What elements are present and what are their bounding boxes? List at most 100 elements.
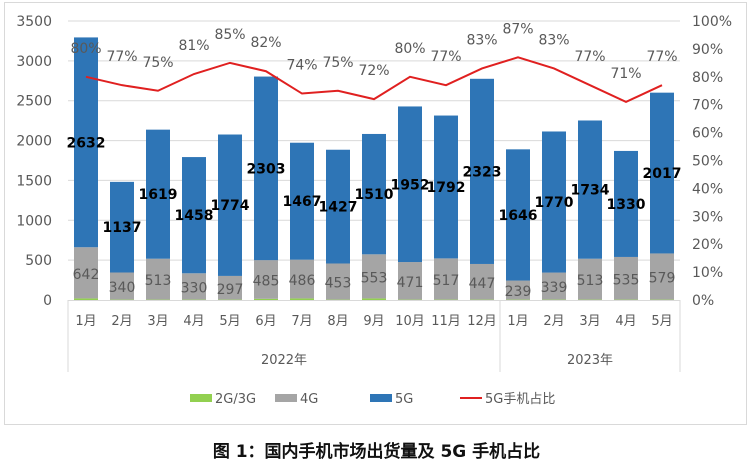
y2-tick-label: 40% <box>692 181 723 197</box>
bar-5g <box>74 37 98 248</box>
label-5g-share: 83% <box>538 32 569 48</box>
bar-4g <box>254 260 278 299</box>
x-tick-label: 6月 <box>255 314 276 329</box>
label-4g: 535 <box>613 272 640 288</box>
y2-tick-label: 70% <box>692 98 723 114</box>
label-4g: 513 <box>145 273 172 289</box>
label-4g: 239 <box>505 284 532 300</box>
bar-4g <box>650 253 674 300</box>
label-4g: 517 <box>433 273 460 289</box>
line-5g-share <box>85 56 663 104</box>
x-tick-label: 4月 <box>183 314 204 329</box>
x-tick-label: 1月 <box>507 314 528 329</box>
label-5g-share: 75% <box>142 55 173 71</box>
bar-4g <box>74 247 98 299</box>
bar-5g <box>398 106 422 263</box>
label-5g: 1510 <box>355 187 394 203</box>
bar-5g <box>614 150 638 257</box>
label-4g: 642 <box>73 267 100 283</box>
legend-swatch <box>275 394 297 402</box>
label-5g-share: 80% <box>70 41 101 57</box>
chart-frame <box>4 2 747 425</box>
label-4g: 339 <box>541 280 568 296</box>
label-4g: 330 <box>181 280 208 296</box>
bar-4g <box>146 258 170 300</box>
bar-2g3g <box>74 298 98 300</box>
y-tick-label: 500 <box>25 253 52 269</box>
x-tick-label: 5月 <box>651 314 672 329</box>
label-5g: 1467 <box>283 194 322 210</box>
y-tick-label: 1500 <box>16 173 52 189</box>
bar-5g <box>578 120 602 259</box>
label-4g: 447 <box>469 276 496 292</box>
bar-5g <box>470 78 494 264</box>
legend-label: 5G手机占比 <box>485 392 555 407</box>
y-tick-label: 2500 <box>16 94 52 110</box>
bar-5g <box>650 92 674 254</box>
label-5g-share: 87% <box>502 21 533 37</box>
y2-tick-label: 90% <box>692 42 723 58</box>
label-4g: 340 <box>109 280 136 296</box>
label-5g-share: 77% <box>106 49 137 65</box>
label-5g-share: 85% <box>214 27 245 43</box>
label-5g: 1952 <box>391 177 430 193</box>
bar-4g <box>542 272 566 300</box>
label-5g: 1458 <box>175 208 214 224</box>
y2-tick-label: 50% <box>692 154 723 170</box>
bar-5g <box>326 149 350 264</box>
bar-4g <box>398 262 422 300</box>
bar-4g <box>506 280 530 300</box>
bar-4g <box>362 254 386 299</box>
x-group-label: 2022年 <box>261 353 307 368</box>
label-5g: 2632 <box>67 135 106 151</box>
label-5g: 1734 <box>571 183 610 199</box>
legend-swatch <box>370 394 392 402</box>
bar-4g <box>218 275 242 300</box>
bar-5g <box>254 76 278 261</box>
x-tick-label: 12月 <box>467 314 497 329</box>
bar-4g <box>434 258 458 300</box>
y-tick-label: 3000 <box>16 54 52 70</box>
y-tick-label: 3500 <box>16 14 52 30</box>
y-tick-label: 0 <box>43 293 52 309</box>
x-tick-label: 5月 <box>219 314 240 329</box>
label-5g: 1330 <box>607 197 646 213</box>
x-tick-label: 2月 <box>111 314 132 329</box>
bar-5g <box>434 115 458 259</box>
legend-swatch <box>190 394 212 402</box>
bar-5g <box>218 134 242 276</box>
bar-4g <box>470 263 494 300</box>
label-5g: 2017 <box>643 166 682 182</box>
x-tick-label: 9月 <box>363 314 384 329</box>
label-5g: 1646 <box>499 208 538 224</box>
y2-tick-label: 10% <box>692 265 723 281</box>
bar-5g <box>290 142 314 260</box>
y2-tick-label: 0% <box>692 293 714 309</box>
x-tick-label: 7月 <box>291 314 312 329</box>
x-tick-label: 10月 <box>395 314 425 329</box>
label-5g-share: 77% <box>430 49 461 65</box>
bar-4g <box>110 272 134 300</box>
label-4g: 553 <box>361 270 388 286</box>
x-tick-label: 4月 <box>615 314 636 329</box>
label-5g-share: 81% <box>178 38 209 54</box>
bar-5g <box>542 131 566 273</box>
legend-label: 5G <box>395 392 413 407</box>
bar-2g3g <box>362 298 386 300</box>
label-5g-share: 71% <box>610 66 641 82</box>
label-4g: 579 <box>649 271 676 287</box>
label-5g-share: 83% <box>466 32 497 48</box>
bar-5g <box>182 157 206 274</box>
bar-4g <box>614 256 638 300</box>
y2-tick-label: 20% <box>692 237 723 253</box>
x-group-label: 2023年 <box>567 353 613 368</box>
label-5g: 1137 <box>103 220 142 236</box>
label-4g: 486 <box>289 273 316 289</box>
bar-4g <box>578 258 602 300</box>
label-5g-share: 75% <box>322 55 353 71</box>
label-5g-share: 80% <box>394 41 425 57</box>
chart-caption: 图 1：国内手机市场出货量及 5G 手机占比 <box>212 442 541 462</box>
bar-5g <box>362 133 386 255</box>
x-tick-label: 11月 <box>431 314 461 329</box>
